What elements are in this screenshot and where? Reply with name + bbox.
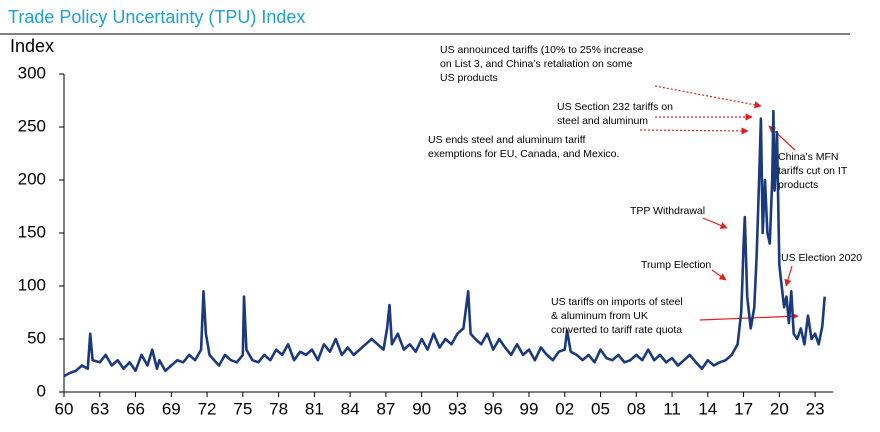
y-tick-label: 0 [37, 381, 46, 400]
annotation: US ends steel and aluminum tariff [428, 134, 585, 146]
x-tick-label: 93 [448, 399, 467, 418]
x-tick-label: 20 [770, 399, 789, 418]
x-tick-label: 81 [305, 399, 324, 418]
annotation: tariffs cut on IT [778, 165, 848, 177]
y-tick-label: 100 [18, 275, 46, 294]
x-tick-label: 08 [627, 399, 646, 418]
x-tick-label: 99 [520, 399, 539, 418]
x-tick-label: 87 [376, 399, 395, 418]
x-tick-label: 66 [126, 399, 145, 418]
x-tick-label: 17 [734, 399, 753, 418]
x-tick-label: 11 [663, 399, 681, 418]
x-tick-label: 78 [269, 399, 288, 418]
annotation: steel and aluminum [557, 115, 648, 127]
x-tick-label: 75 [233, 399, 252, 418]
x-tick-label: 72 [198, 399, 217, 418]
chart-title: Trade Policy Uncertainty (TPU) Index [8, 7, 305, 27]
arrows [639, 85, 799, 321]
annotation: US tariffs on imports of steel [551, 296, 683, 308]
arrow [711, 269, 727, 281]
x-tick-label: 23 [806, 399, 825, 418]
annotation: US announced tariffs (10% to 25% increas… [440, 44, 644, 56]
arrow [784, 265, 793, 287]
series-line [63, 109, 826, 378]
annotation: products [778, 179, 818, 191]
annotation: Trump Election [641, 259, 711, 271]
annotation: converted to tariff rate quota [551, 324, 682, 336]
x-tick-label: 02 [555, 399, 574, 418]
y-tick-label: 50 [27, 328, 46, 347]
x-tick-label: 60 [55, 399, 74, 418]
annotation: & aluminum from UK [551, 310, 648, 322]
annotation: US Section 232 tariffs on [557, 101, 673, 113]
x-tick-label: 05 [591, 399, 610, 418]
annotation: US Election 2020 [781, 252, 862, 264]
arrow [654, 85, 762, 109]
x-tick-label: 90 [412, 399, 431, 418]
y-tick-label: 300 [18, 63, 46, 82]
y-tick-label: 150 [18, 222, 46, 241]
arrow [639, 127, 749, 135]
y-tick-label: 200 [18, 169, 46, 188]
annotation: China’s MFN [778, 151, 839, 163]
annotation: exemptions for EU, Canada, and Mexico. [428, 148, 619, 160]
x-tick-label: 63 [90, 399, 109, 418]
y-tick-label: 250 [18, 116, 46, 135]
x-tick-label: 84 [341, 399, 360, 418]
y-axis-label: Index [10, 36, 54, 56]
annotation: TPP Withdrawal [630, 205, 705, 217]
arrow [702, 217, 728, 229]
x-tick-label: 96 [484, 399, 503, 418]
x-tick-label: 69 [162, 399, 181, 418]
x-tick-label: 14 [698, 399, 717, 418]
annotation: US products [440, 72, 498, 84]
annotation: on List 3, and China’s retaliation on so… [440, 58, 633, 70]
